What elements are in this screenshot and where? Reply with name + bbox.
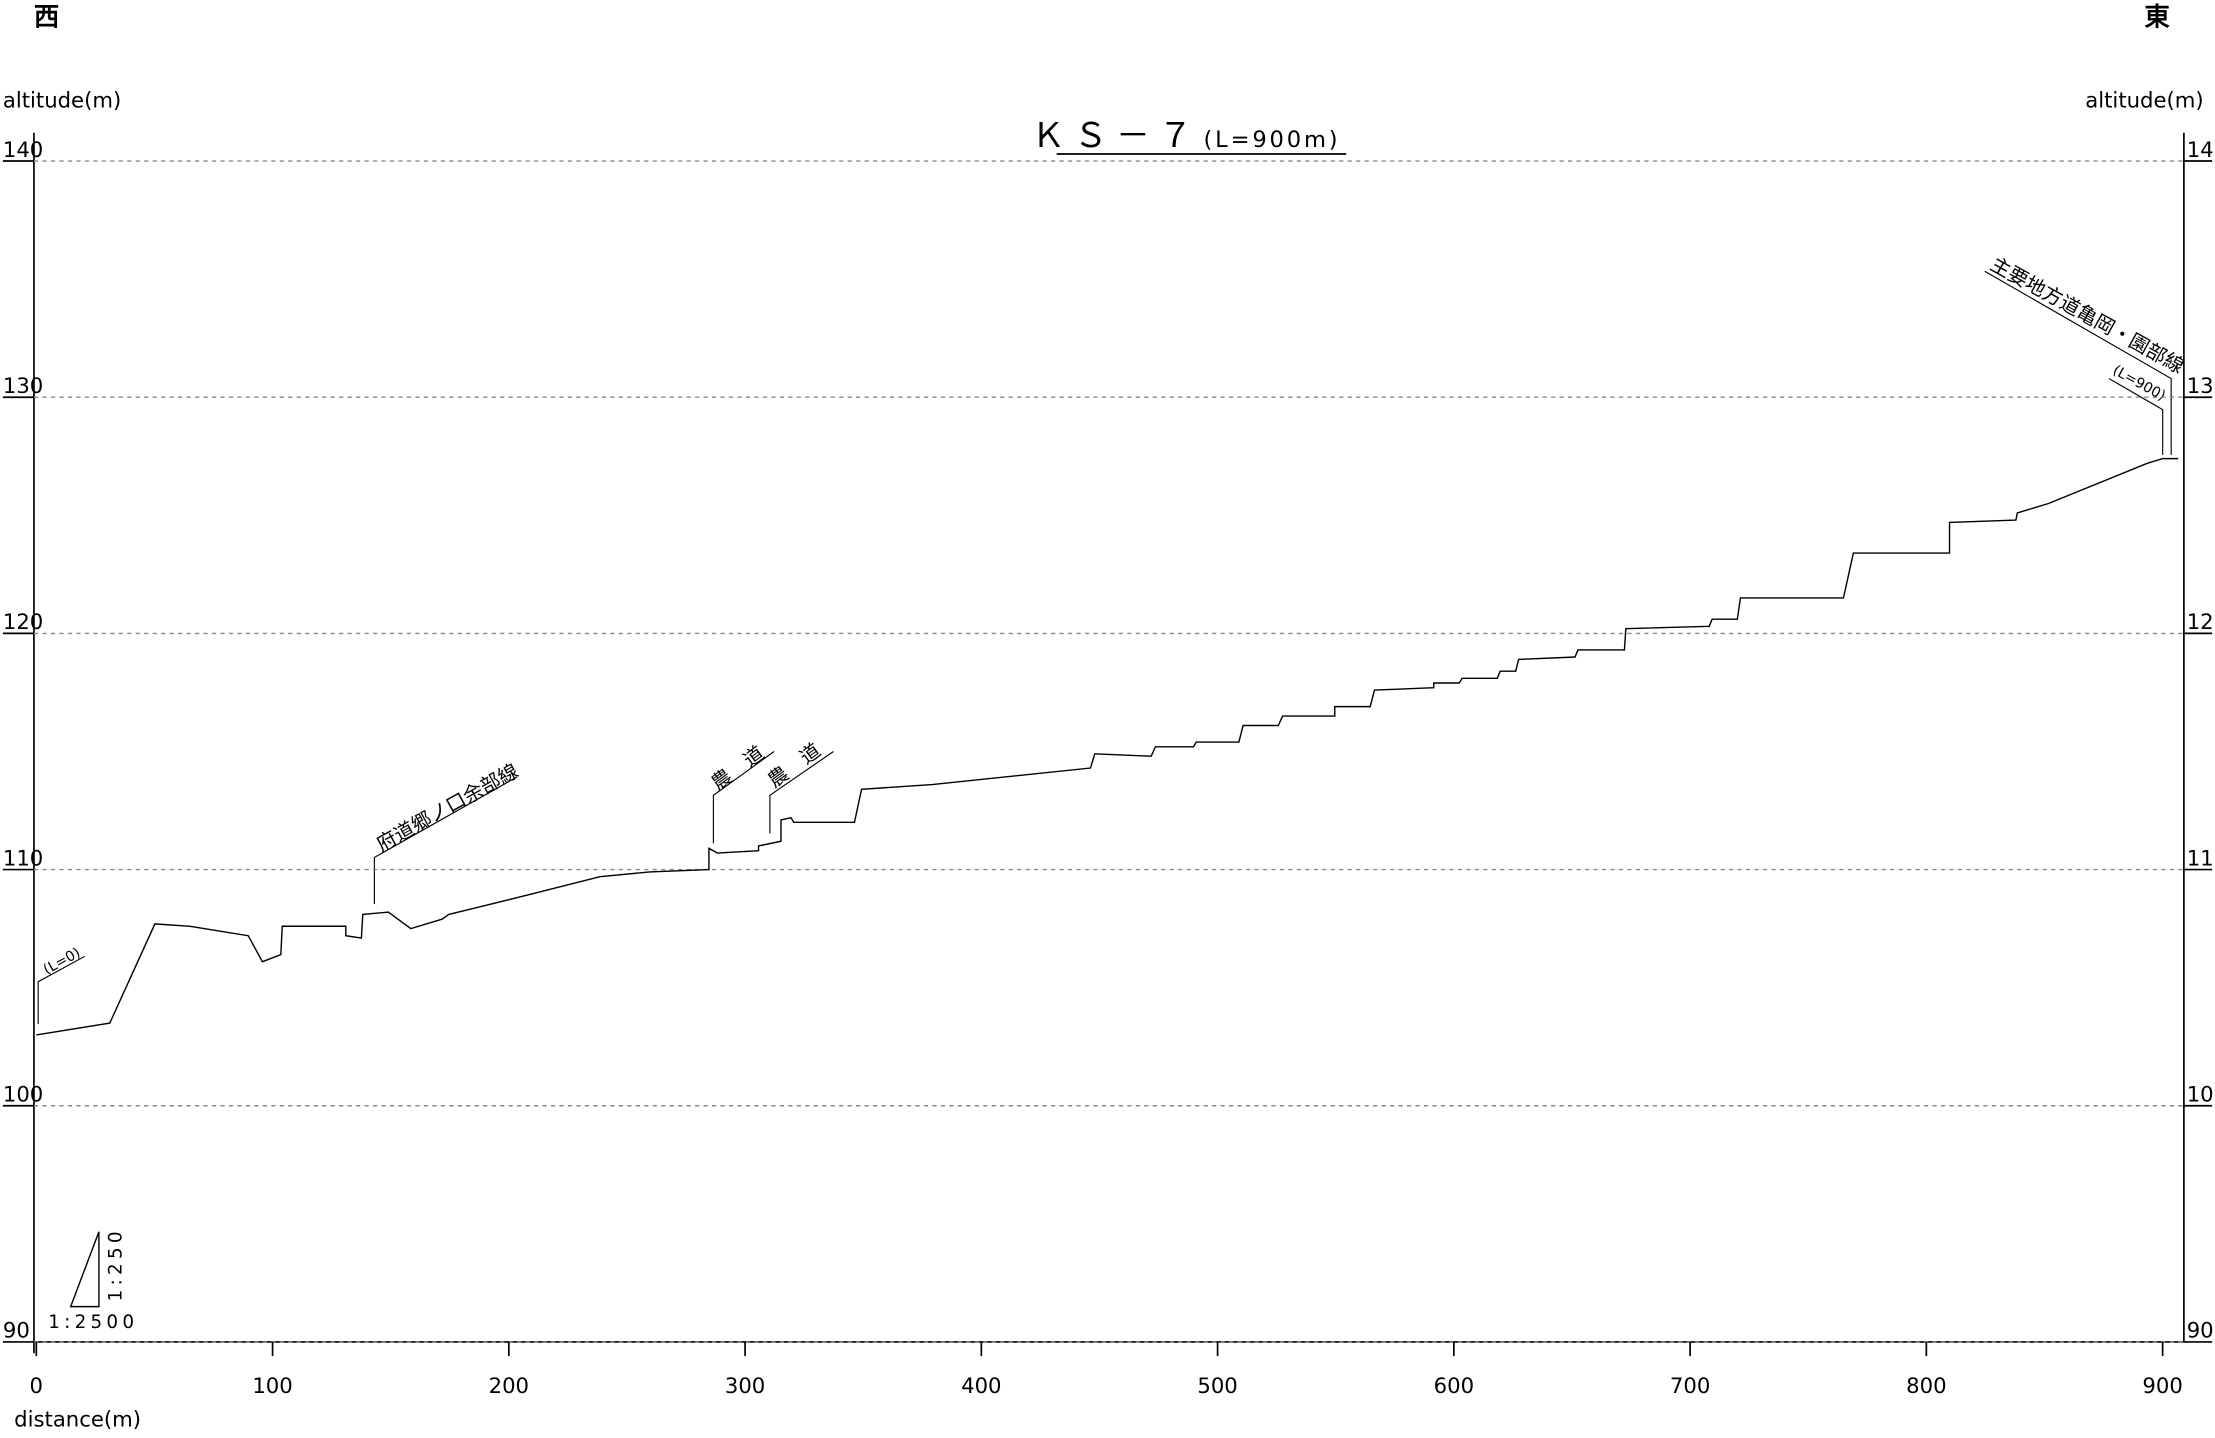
start-label: (L=0) [41,945,83,978]
y-axis-label: altitude(m) [3,87,121,112]
y-tick-label: 90 [3,1318,30,1343]
west-label: 西 [34,1,59,31]
road-label: 農 道 [707,742,768,795]
y-tick-label: 140 [3,137,43,162]
scale-horizontal: 1:2500 [48,1312,138,1333]
scale-triangle [69,1231,100,1308]
x-tick-label: 800 [1906,1373,1946,1398]
east-label: 東 [2144,1,2170,31]
y-tick-label: 110 [3,845,43,870]
x-tick-label: 200 [489,1373,529,1398]
x-tick-label: 900 [2142,1373,2182,1398]
road-label: 府道郷ノ口余部線 [373,759,523,856]
y-tick-label: 130 [3,373,43,398]
y-tick-label: 120 [3,609,43,634]
x-axis-label: distance(m) [14,1407,141,1432]
y2-tick-label: 120 [2187,609,2215,634]
leaders [37,270,2172,1025]
y2-axis-label: altitude(m) [2085,87,2203,112]
chart-subtitle: (L=900m) [1204,127,1341,153]
chart-title: ＫＳ－７ [1031,116,1200,155]
y2-tick-label: 110 [2187,845,2215,870]
y2-tick-label: 90 [2187,1318,2214,1343]
road-label: 農 道 [764,739,825,792]
y2-tick-label: 130 [2187,373,2215,398]
road-label: 主要地方道亀岡・園部線 [1987,253,2189,379]
x-tick-label: 700 [1670,1373,1710,1398]
x-tick-label: 400 [961,1373,1001,1398]
scale-vertical: 1:250 [106,1227,127,1301]
x-tick-label: 0 [30,1373,43,1398]
x-tick-label: 500 [1197,1373,1237,1398]
profile-line [36,457,2179,1036]
x-tick-label: 600 [1434,1373,1474,1398]
x-tick-label: 100 [252,1373,292,1398]
y-tick-label: 100 [3,1082,43,1107]
y2-tick-label: 100 [2187,1082,2215,1107]
y2-tick-label: 140 [2187,137,2215,162]
x-tick-label: 300 [725,1373,765,1398]
